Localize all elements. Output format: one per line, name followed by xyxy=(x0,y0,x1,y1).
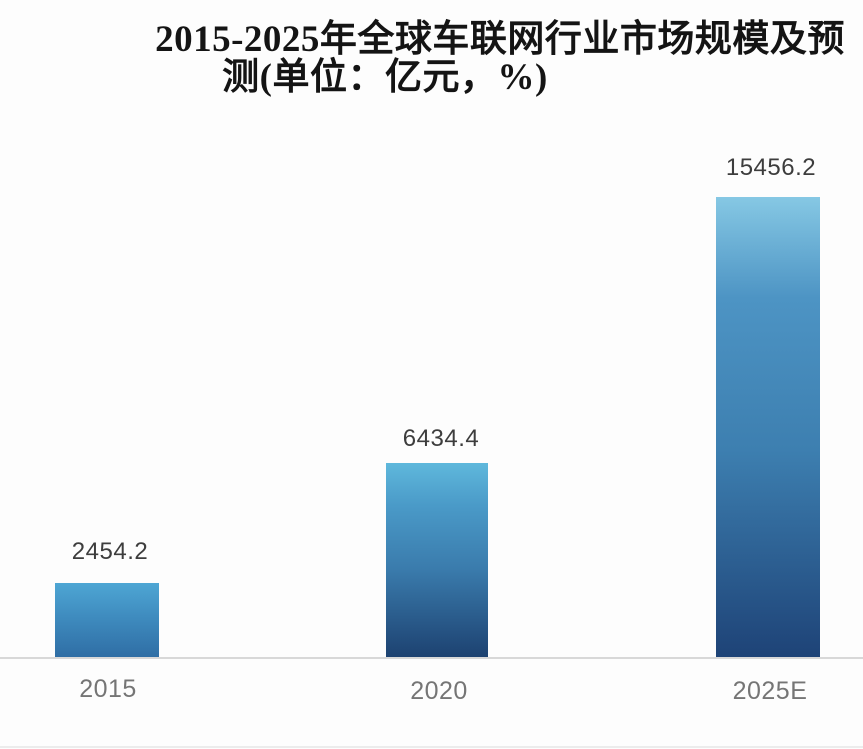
chart-title-line-1: 2015-2025年全球车联网行业市场规模及预 xyxy=(155,19,845,60)
x-axis-label-2020: 2020 xyxy=(410,677,468,705)
value-label-2025: 15456.2 xyxy=(725,154,817,181)
chart-title-line-2: 测(单位：亿元，%) xyxy=(222,57,548,98)
bar-2025e xyxy=(716,197,820,657)
bar-2015 xyxy=(55,583,159,657)
bottom-edge-divider xyxy=(0,746,863,748)
value-label-2020: 6434.4 xyxy=(402,425,480,452)
x-axis-label-2015: 2015 xyxy=(79,675,137,703)
bar-2020 xyxy=(386,463,488,657)
x-axis-label-2025e: 2025E xyxy=(732,677,808,705)
x-axis-baseline xyxy=(0,657,863,659)
value-label-2015: 2454.2 xyxy=(71,538,149,565)
